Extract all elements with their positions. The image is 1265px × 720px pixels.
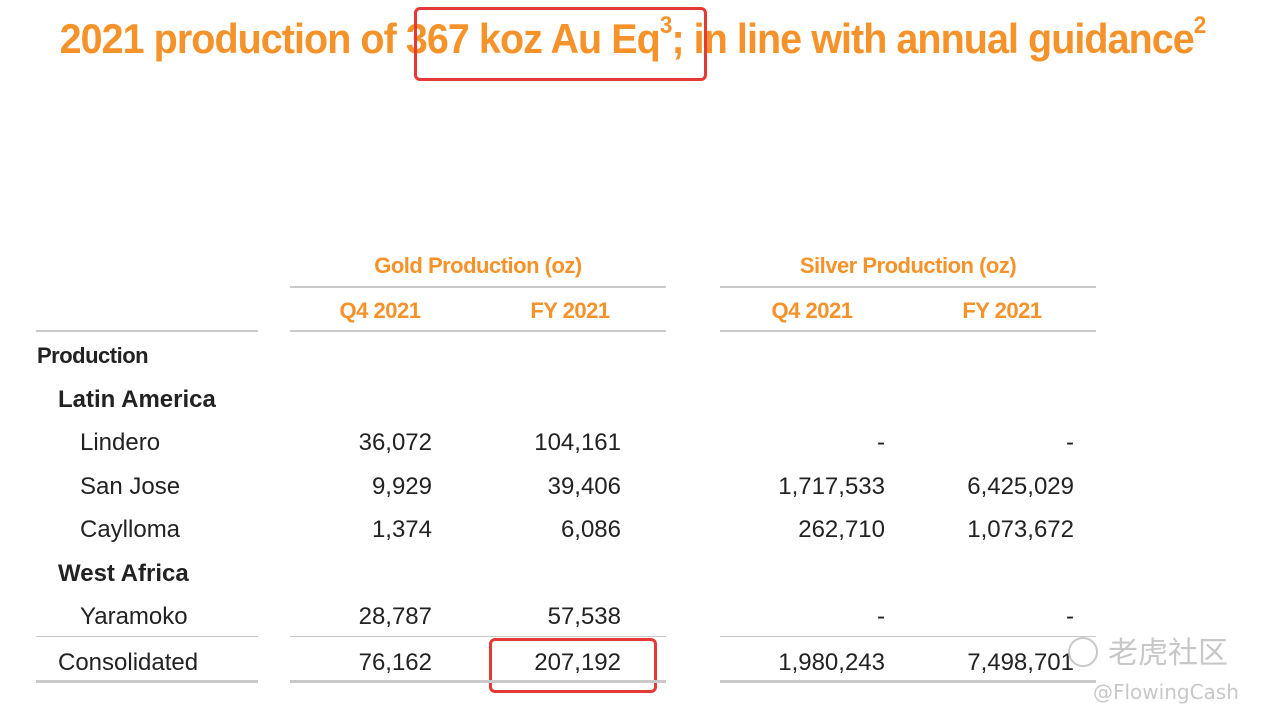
bottom-rule-label (36, 680, 258, 683)
title-highlight: 367 koz Au Eq (405, 15, 661, 62)
total-top-rule-label (36, 636, 258, 637)
consolidated-gold-q4: 76,162 (358, 649, 432, 676)
silver-col-rule (720, 330, 1096, 332)
silver-header-rule (720, 286, 1096, 288)
title-part2: ; in line with annual guidance (671, 15, 1194, 62)
caylloma-gold-q4: 1,374 (371, 516, 432, 543)
group-west-africa: West Africa (58, 560, 189, 587)
title-part1: 2021 production of (59, 15, 406, 62)
yaramoko-silver-fy: - (1066, 603, 1074, 630)
consolidated-gold-fy-highlight (489, 638, 657, 693)
caylloma-silver-fy: 1,073,672 (967, 516, 1074, 543)
gold-header-rule (290, 286, 666, 288)
consolidated-silver-fy: 7,498,701 (967, 649, 1074, 676)
title-highlight-box (414, 7, 707, 81)
lindero-silver-fy: - (1066, 429, 1074, 456)
col-silver-q4: Q4 2021 (771, 298, 853, 323)
yaramoko-silver-q4: - (877, 603, 885, 630)
gold-col-rule (290, 330, 666, 332)
row-name-lindero: Lindero (80, 429, 161, 456)
watermark-brand-text: 老虎社区 (1108, 636, 1228, 671)
row-name-yaramoko: Yaramoko (80, 603, 188, 630)
caylloma-gold-fy: 6,086 (560, 516, 621, 543)
silver-production-header: Silver Production (oz) (799, 253, 1017, 278)
san-jose-gold-q4: 9,929 (371, 473, 432, 500)
row-name-caylloma: Caylloma (80, 516, 181, 543)
lindero-gold-q4: 36,072 (358, 429, 432, 456)
row-name-san-jose: San Jose (80, 473, 181, 500)
bottom-rule-silver (720, 680, 1096, 683)
yaramoko-gold-fy: 57,538 (547, 603, 621, 630)
lindero-silver-q4: - (877, 429, 885, 456)
gold-production-header: Gold Production (oz) (374, 253, 582, 278)
watermark-logo-icon (1068, 637, 1098, 667)
title-footnote-2: 2 (1193, 12, 1207, 39)
slide-title: 2021 production of 367 koz Au Eq3; in li… (38, 12, 1227, 63)
row-name-consolidated: Consolidated (58, 649, 199, 676)
san-jose-gold-fy: 39,406 (547, 473, 621, 500)
caylloma-silver-q4: 262,710 (798, 516, 885, 543)
san-jose-silver-fy: 6,425,029 (967, 473, 1074, 500)
section-production: Production (37, 343, 149, 368)
col-gold-fy: FY 2021 (530, 298, 610, 323)
col-gold-q4: Q4 2021 (339, 298, 421, 323)
yaramoko-gold-q4: 28,787 (358, 603, 432, 630)
title-footnote-3: 3 (659, 12, 673, 39)
label-col-rule (36, 330, 258, 332)
watermark-brand: 老虎社区 (1068, 628, 1228, 672)
total-top-rule-silver (720, 636, 1096, 637)
consolidated-silver-q4: 1,980,243 (778, 649, 885, 676)
group-latin-america: Latin America (58, 386, 216, 413)
lindero-gold-fy: 104,161 (534, 429, 621, 456)
san-jose-silver-q4: 1,717,533 (778, 473, 885, 500)
col-silver-fy: FY 2021 (962, 298, 1042, 323)
total-top-rule-gold (290, 636, 666, 637)
watermark-handle: @FlowingCash (1093, 680, 1239, 704)
bottom-rule-gold (290, 680, 666, 683)
consolidated-gold-fy: 207,192 (534, 649, 621, 676)
